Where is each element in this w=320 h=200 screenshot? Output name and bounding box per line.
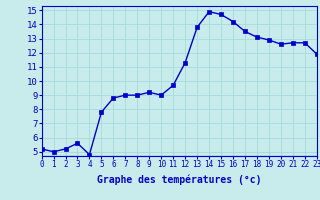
X-axis label: Graphe des températures (°c): Graphe des températures (°c) (97, 175, 261, 185)
